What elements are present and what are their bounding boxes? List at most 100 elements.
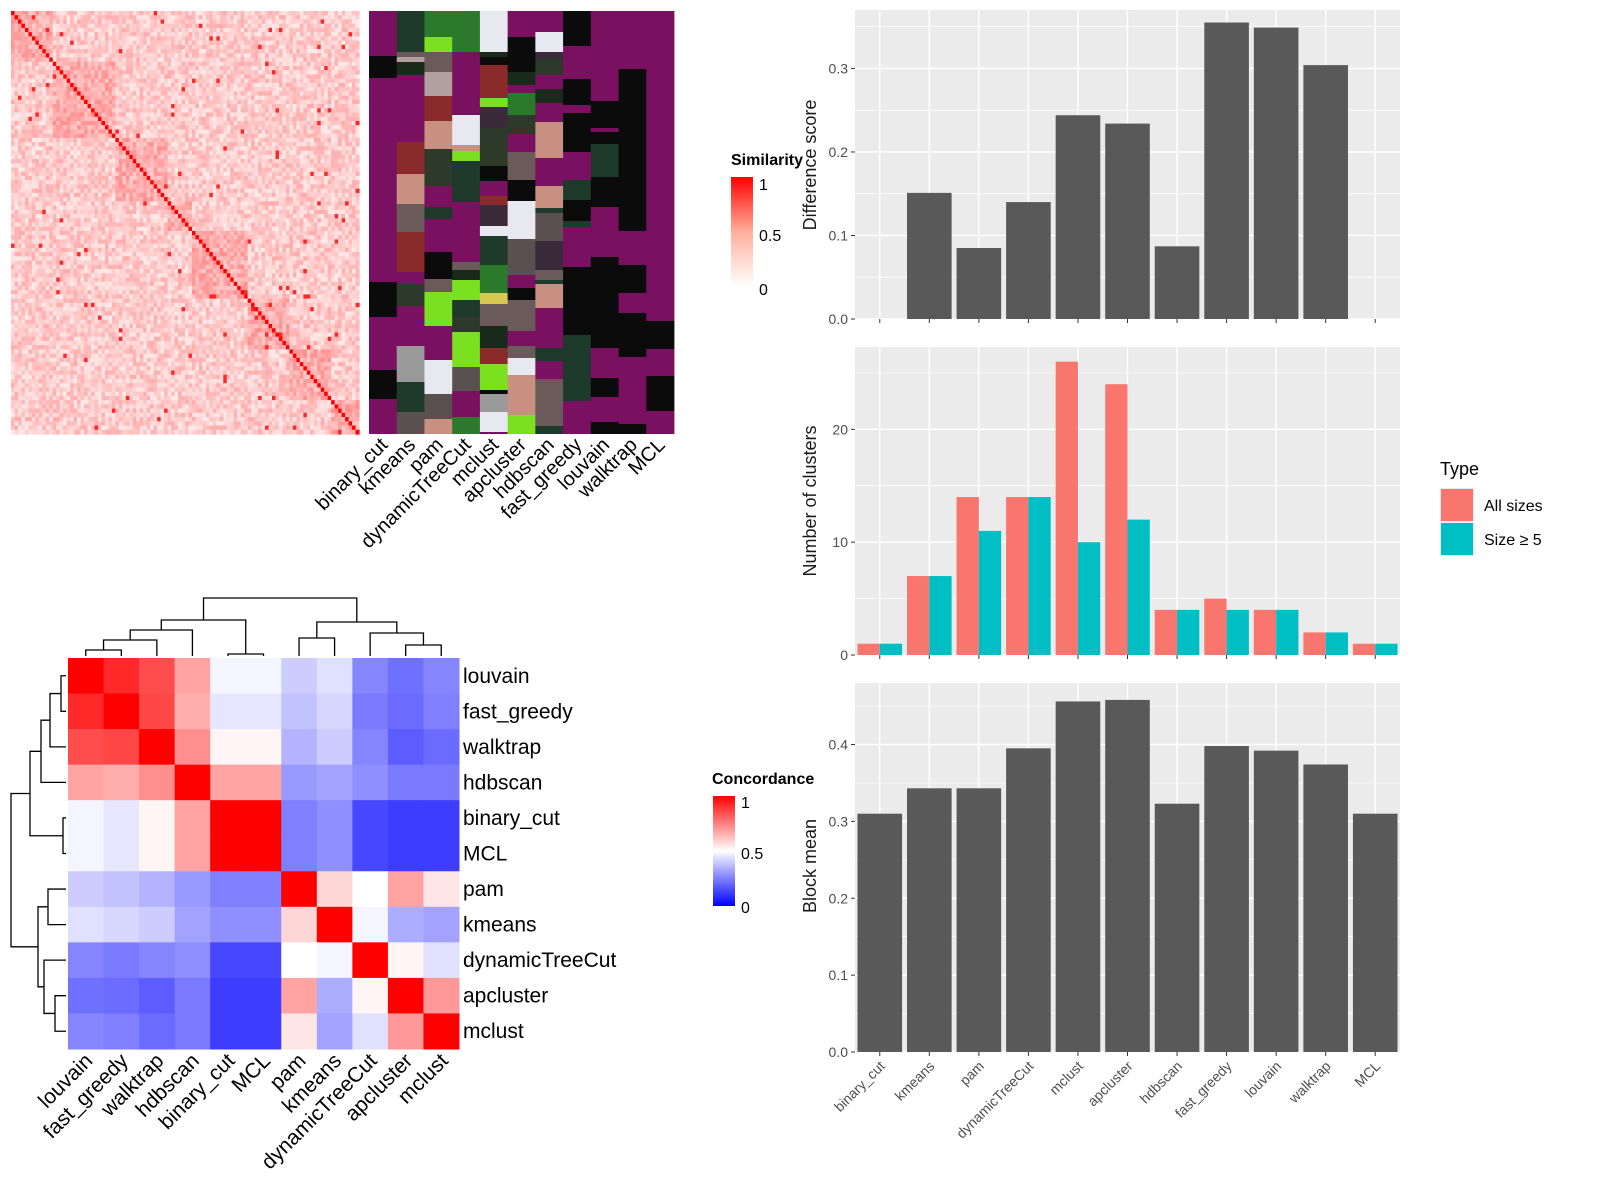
similarity-cell bbox=[66, 27, 71, 33]
similarity-cell bbox=[212, 53, 217, 59]
similarity-cell bbox=[181, 40, 186, 46]
similarity-cell bbox=[143, 95, 148, 101]
similarity-cell bbox=[59, 27, 64, 33]
similarity-cell bbox=[292, 57, 297, 63]
similarity-cell bbox=[285, 87, 290, 92]
similarity-cell bbox=[35, 70, 40, 76]
similarity-cell bbox=[171, 137, 176, 143]
similarity-cell bbox=[45, 74, 50, 80]
similarity-cell bbox=[216, 137, 221, 143]
similarity-cell bbox=[108, 108, 113, 114]
similarity-cell bbox=[160, 70, 165, 76]
similarity-cell bbox=[77, 201, 82, 207]
similarity-cell bbox=[164, 11, 169, 16]
similarity-cell bbox=[167, 180, 172, 186]
similarity-cell bbox=[303, 40, 308, 46]
similarity-cell bbox=[70, 171, 75, 177]
similarity-cell bbox=[70, 197, 75, 202]
similarity-cell bbox=[292, 180, 297, 186]
similarity-cell bbox=[191, 146, 197, 152]
similarity-cell bbox=[226, 129, 231, 135]
similarity-cell bbox=[254, 36, 259, 42]
similarity-cell bbox=[258, 192, 263, 198]
similarity-cell bbox=[285, 36, 290, 42]
similarity-cell bbox=[31, 201, 36, 207]
similarity-cell bbox=[84, 49, 89, 54]
similarity-cell bbox=[101, 133, 106, 139]
similarity-cell bbox=[17, 23, 23, 29]
similarity-cell bbox=[313, 201, 318, 207]
similarity-cell bbox=[226, 120, 231, 126]
similarity-cell bbox=[70, 137, 75, 143]
similarity-cell bbox=[84, 154, 89, 160]
similarity-cell bbox=[87, 214, 92, 219]
similarity-cell bbox=[237, 32, 242, 37]
similarity-cell bbox=[320, 82, 325, 88]
similarity-cell bbox=[254, 82, 259, 88]
similarity-cell bbox=[14, 40, 19, 46]
similarity-cell bbox=[310, 205, 315, 211]
similarity-cell bbox=[35, 19, 40, 25]
similarity-cell bbox=[352, 125, 357, 131]
similarity-cell bbox=[143, 36, 148, 42]
similarity-cell bbox=[292, 104, 297, 109]
similarity-cell bbox=[98, 116, 103, 122]
similarity-cell bbox=[87, 163, 92, 169]
similarity-cell bbox=[247, 201, 252, 207]
similarity-cell bbox=[299, 70, 304, 76]
similarity-cell bbox=[275, 184, 280, 190]
similarity-cell bbox=[268, 112, 273, 118]
similarity-cell bbox=[313, 82, 318, 88]
similarity-cell bbox=[108, 70, 113, 76]
similarity-cell bbox=[84, 70, 89, 76]
similarity-cell bbox=[24, 137, 29, 143]
similarity-cell bbox=[31, 19, 36, 25]
similarity-cell bbox=[352, 209, 357, 215]
similarity-cell bbox=[28, 49, 33, 54]
similarity-cell bbox=[17, 87, 23, 92]
similarity-cell bbox=[226, 116, 231, 122]
similarity-cell bbox=[296, 192, 301, 198]
similarity-cell bbox=[195, 95, 200, 101]
similarity-cell bbox=[24, 205, 29, 211]
similarity-cell bbox=[118, 218, 123, 224]
similarity-cell bbox=[282, 184, 287, 190]
similarity-cell bbox=[24, 184, 29, 190]
similarity-cell bbox=[198, 142, 203, 147]
similarity-cell bbox=[352, 74, 357, 80]
similarity-cell bbox=[272, 36, 277, 42]
similarity-cell bbox=[167, 218, 172, 224]
similarity-cell bbox=[299, 116, 304, 122]
similarity-cell bbox=[146, 65, 151, 71]
similarity-cell bbox=[91, 95, 96, 101]
similarity-cell bbox=[42, 99, 47, 105]
similarity-cell bbox=[160, 120, 165, 126]
similarity-cell bbox=[143, 184, 148, 190]
similarity-cell bbox=[11, 125, 16, 131]
similarity-cell bbox=[101, 150, 106, 156]
similarity-cell bbox=[21, 192, 26, 198]
similarity-cell bbox=[17, 137, 23, 143]
similarity-cell bbox=[171, 19, 176, 25]
similarity-cell bbox=[285, 154, 290, 160]
similarity-cell bbox=[35, 163, 40, 169]
similarity-cell bbox=[306, 104, 311, 109]
similarity-cell bbox=[118, 192, 123, 198]
similarity-cell bbox=[226, 108, 231, 114]
similarity-cell bbox=[66, 15, 71, 21]
similarity-cell bbox=[108, 19, 113, 25]
similarity-cell bbox=[104, 188, 110, 194]
similarity-cell bbox=[111, 142, 116, 147]
similarity-cell bbox=[164, 65, 169, 71]
similarity-cell bbox=[219, 36, 224, 42]
similarity-cell bbox=[160, 129, 165, 135]
similarity-cell bbox=[73, 184, 78, 190]
similarity-cell bbox=[278, 209, 284, 215]
similarity-cell bbox=[139, 171, 144, 177]
similarity-cell bbox=[202, 40, 207, 46]
similarity-cell bbox=[202, 154, 207, 160]
similarity-cell bbox=[129, 57, 134, 63]
similarity-cell bbox=[317, 36, 322, 42]
similarity-cell bbox=[91, 137, 96, 143]
similarity-cell bbox=[118, 120, 123, 126]
